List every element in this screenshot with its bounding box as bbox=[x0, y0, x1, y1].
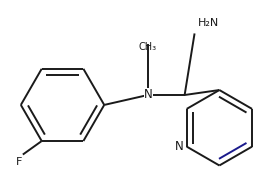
Text: CH₃: CH₃ bbox=[139, 42, 157, 52]
Text: N: N bbox=[144, 88, 152, 101]
Text: F: F bbox=[16, 157, 22, 167]
Text: H₂N: H₂N bbox=[198, 18, 219, 28]
Text: N: N bbox=[175, 140, 184, 153]
